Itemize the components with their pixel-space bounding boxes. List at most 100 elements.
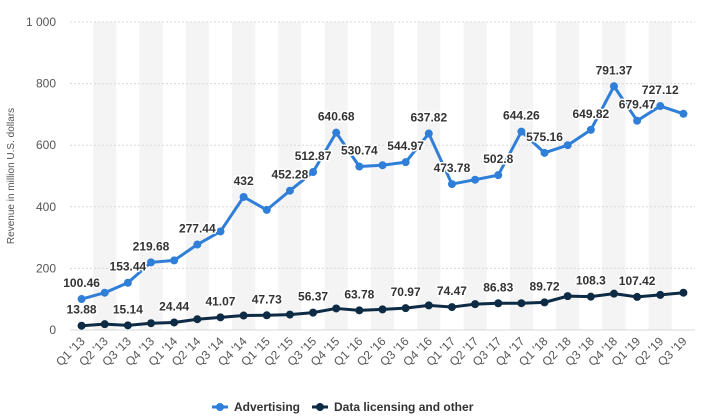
advertising-data-label: 502.8 — [483, 152, 513, 166]
advertising-data-label: 100.46 — [63, 276, 100, 290]
data-licensing-data-label: 47.73 — [252, 292, 282, 306]
advertising-point[interactable] — [332, 128, 341, 137]
data-licensing-point[interactable] — [424, 301, 433, 310]
data-licensing-point[interactable] — [447, 303, 456, 312]
advertising-point[interactable] — [656, 102, 665, 111]
advertising-data-label: 153.44 — [110, 260, 147, 274]
legend-data-licensing-label: Data licensing and other — [334, 400, 474, 414]
data-licensing-point[interactable] — [193, 315, 202, 324]
column-band — [278, 22, 302, 330]
data-licensing-point[interactable] — [147, 319, 156, 328]
y-tick-label: 1 000 — [26, 15, 56, 29]
data-licensing-data-label: 108.3 — [576, 274, 606, 288]
legend-item-advertising[interactable]: Advertising — [212, 400, 300, 414]
data-licensing-point[interactable] — [517, 299, 526, 308]
data-licensing-point[interactable] — [471, 300, 480, 309]
advertising-data-label: 452.28 — [272, 168, 309, 182]
data-licensing-point[interactable] — [401, 304, 410, 313]
advertising-point[interactable] — [170, 256, 179, 265]
advertising-data-label: 277.44 — [179, 222, 216, 236]
data-licensing-point[interactable] — [633, 292, 642, 301]
data-licensing-point[interactable] — [216, 313, 225, 322]
legend-advertising-label: Advertising — [234, 400, 300, 414]
column-band — [139, 22, 163, 330]
data-licensing-point[interactable] — [656, 290, 665, 299]
gridlines — [70, 21, 695, 331]
column-band — [370, 22, 395, 330]
advertising-data-label: 530.74 — [341, 144, 378, 158]
advertising-point[interactable] — [378, 161, 387, 170]
advertising-data-label: 644.26 — [503, 109, 540, 123]
advertising-point[interactable] — [77, 295, 86, 304]
advertising-point[interactable] — [216, 227, 225, 236]
advertising-data-label: 544.97 — [387, 139, 424, 153]
data-licensing-point[interactable] — [309, 308, 318, 317]
advertising-point[interactable] — [285, 186, 294, 195]
advertising-point[interactable] — [147, 258, 156, 267]
advertising-point[interactable] — [355, 162, 364, 171]
advertising-data-label: 649.82 — [572, 107, 609, 121]
data-licensing-point[interactable] — [123, 321, 132, 330]
data-licensing-data-label: 74.47 — [437, 284, 467, 298]
advertising-point[interactable] — [517, 127, 526, 136]
legend-data-licensing-marker — [316, 403, 324, 411]
advertising-point[interactable] — [679, 109, 688, 118]
column-band — [648, 22, 672, 330]
data-licensing-point[interactable] — [609, 289, 618, 298]
data-licensing-data-label: 15.14 — [113, 302, 143, 316]
data-licensing-point[interactable] — [355, 306, 364, 315]
advertising-point[interactable] — [494, 171, 503, 180]
column-band — [93, 22, 117, 330]
data-licensing-data-label: 107.42 — [619, 274, 656, 288]
data-licensing-point[interactable] — [332, 304, 341, 313]
data-licensing-point[interactable] — [100, 320, 109, 329]
data-labels: 100.46 153.44 219.68 277.44 432 452.28 512.87 6… — [62, 62, 681, 318]
advertising-point[interactable] — [540, 148, 549, 157]
data-licensing-data-label: 63.78 — [344, 287, 374, 301]
advertising-point[interactable] — [100, 288, 109, 297]
data-licensing-data-label: 56.37 — [298, 290, 328, 304]
data-licensing-point[interactable] — [378, 305, 387, 314]
data-licensing-point[interactable] — [540, 298, 549, 307]
data-licensing-data-label: 13.88 — [67, 303, 97, 317]
y-tick-label: 400 — [36, 200, 56, 214]
y-tick-label: 0 — [49, 323, 56, 337]
advertising-point[interactable] — [193, 240, 202, 249]
advertising-point[interactable] — [309, 168, 318, 177]
advertising-point[interactable] — [123, 278, 132, 287]
legend-item-data-licensing[interactable]: Data licensing and other — [312, 400, 474, 414]
data-licensing-point[interactable] — [262, 311, 271, 320]
data-licensing-data-label: 89.72 — [530, 279, 560, 293]
advertising-point[interactable] — [563, 141, 572, 150]
data-licensing-point[interactable] — [494, 299, 503, 308]
y-tick-label: 200 — [36, 261, 56, 275]
advertising-point[interactable] — [609, 82, 618, 91]
data-licensing-point[interactable] — [285, 310, 294, 319]
y-tick-label: 600 — [36, 138, 56, 152]
data-licensing-point[interactable] — [77, 321, 86, 330]
advertising-point[interactable] — [239, 192, 248, 201]
advertising-data-label: 679.47 — [619, 98, 656, 112]
advertising-point[interactable] — [424, 129, 433, 138]
advertising-point[interactable] — [471, 175, 480, 184]
advertising-point[interactable] — [401, 158, 410, 167]
advertising-data-label: 791.37 — [596, 63, 633, 77]
advertising-data-label: 575.16 — [526, 130, 563, 144]
data-licensing-point[interactable] — [679, 288, 688, 297]
advertising-point[interactable] — [586, 125, 595, 134]
advertising-point[interactable] — [447, 180, 456, 189]
y-tick-label: 800 — [36, 77, 56, 91]
advertising-data-label: 640.68 — [318, 110, 355, 124]
advertising-point[interactable] — [633, 116, 642, 125]
column-band — [509, 22, 533, 330]
data-licensing-point[interactable] — [563, 292, 572, 301]
series-points — [77, 82, 688, 330]
data-licensing-point[interactable] — [170, 318, 179, 327]
advertising-data-label: 637.82 — [410, 111, 447, 125]
legend[interactable]: Advertising Data licensing and other — [212, 400, 474, 414]
advertising-data-label: 432 — [234, 174, 254, 188]
advertising-point[interactable] — [262, 205, 271, 214]
data-licensing-point[interactable] — [239, 311, 248, 320]
data-licensing-point[interactable] — [586, 292, 595, 301]
legend-advertising-marker — [216, 403, 224, 411]
